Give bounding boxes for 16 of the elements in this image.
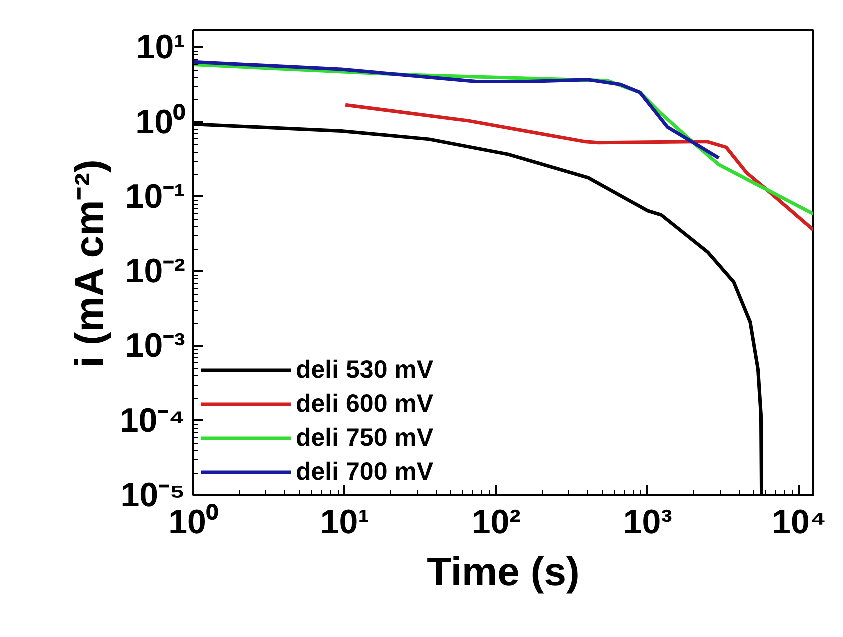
y-tick-label: 10⁻⁴ xyxy=(120,402,186,440)
x-axis-title: Time (s) xyxy=(427,550,580,594)
x-tick-label: 10⁴ xyxy=(772,504,827,542)
legend-label: deli 700 mV xyxy=(296,458,434,486)
x-tick-label: 10³ xyxy=(623,504,672,542)
y-tick-label: 10⁻² xyxy=(125,252,186,291)
legend-label: deli 530 mV xyxy=(296,356,434,384)
legend-label: deli 600 mV xyxy=(296,390,434,418)
x-tick-label: 10² xyxy=(472,504,521,542)
legend-label: deli 750 mV xyxy=(296,424,434,452)
x-tick-label: 10¹ xyxy=(320,504,370,542)
y-tick-label: 10¹ xyxy=(136,28,186,67)
y-axis-title: i (mA cm⁻²) xyxy=(68,160,112,368)
y-tick-label: 10⁻³ xyxy=(125,327,186,366)
y-tick-label: 10⁰ xyxy=(136,103,186,142)
y-tick-label: 10⁻¹ xyxy=(125,178,186,216)
